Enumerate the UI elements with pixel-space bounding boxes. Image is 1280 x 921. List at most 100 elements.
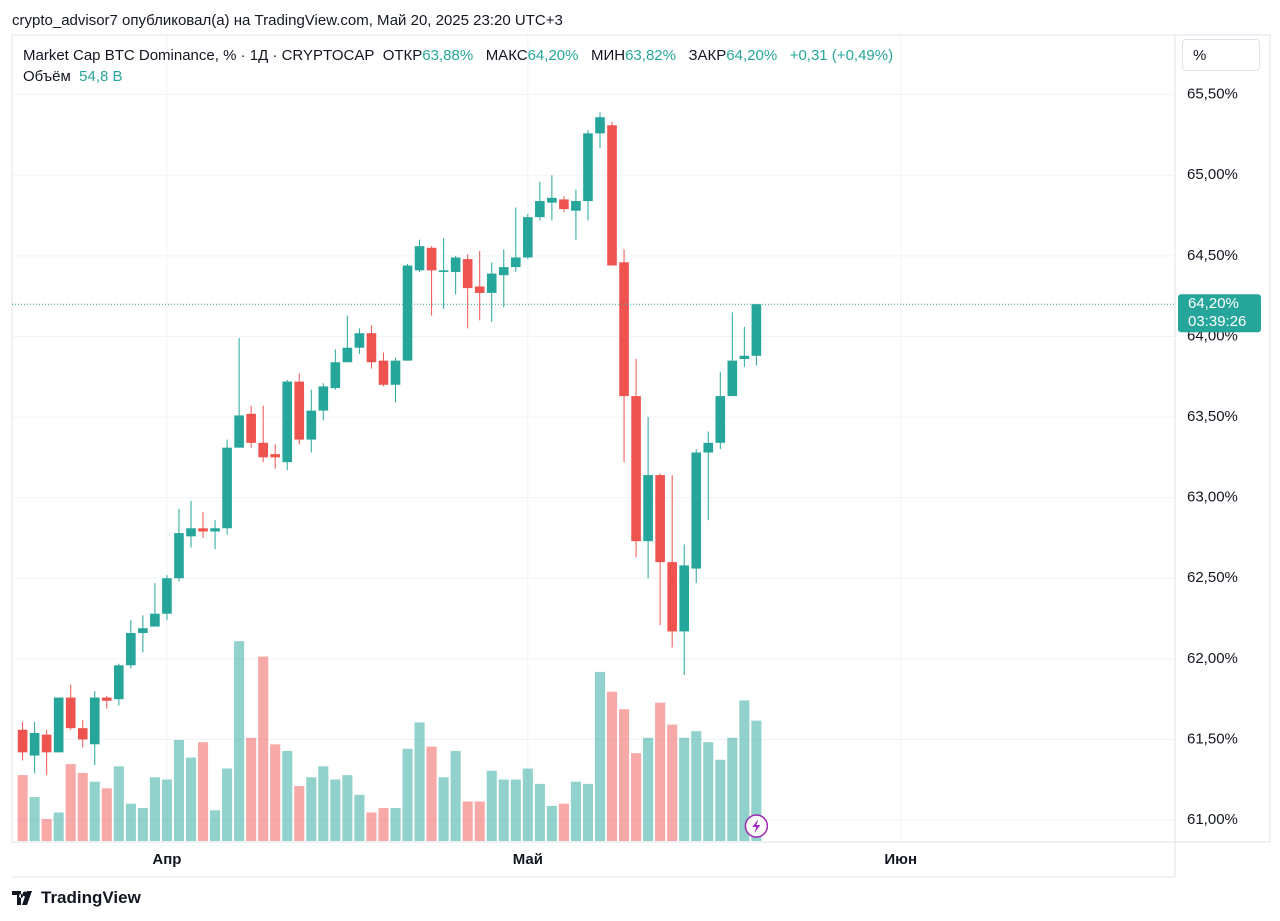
candle-body: [294, 381, 305, 440]
volume-bar: [318, 766, 329, 841]
candle-body: [354, 333, 365, 348]
legend: Market Cap BTC Dominance, % · 1Д · CRYPT…: [23, 47, 893, 64]
label: Объём: [23, 68, 71, 85]
volume-bar: [282, 750, 293, 841]
plot-frame: [11, 34, 1271, 843]
y-tick-label: 62,50%: [1187, 569, 1238, 586]
price-tag-label: 64,20%: [1188, 295, 1239, 312]
volume-bar: [570, 781, 581, 841]
candle-body: [282, 381, 293, 463]
symbol[interactable]: Market Cap BTC Dominance, % · 1Д · CRYPT…: [23, 47, 375, 64]
y-tick-label: 63,50%: [1187, 408, 1238, 425]
candle-body: [402, 265, 413, 361]
volume-bar: [450, 750, 461, 841]
candle-body: [547, 197, 557, 203]
candle-body: [414, 246, 425, 271]
volume-bar: [65, 764, 76, 841]
candle-body: [53, 697, 64, 753]
volume-bar: [125, 803, 136, 841]
volume-bar: [703, 742, 714, 841]
volume-bar: [137, 808, 148, 841]
scale-button[interactable]: %: [1182, 39, 1260, 71]
candle-body: [631, 396, 641, 542]
candle-body: [667, 562, 677, 632]
volume-bar: [270, 744, 281, 841]
volume-bar: [390, 808, 401, 841]
candle-body: [619, 262, 629, 397]
candle-body: [89, 697, 100, 745]
candle-body: [150, 613, 160, 627]
candle-body: [751, 304, 762, 356]
y-tick-label: 61,50%: [1187, 730, 1238, 747]
candle-body: [571, 201, 581, 211]
candle-body: [77, 728, 88, 740]
volume-bar: [29, 797, 40, 841]
candle-body: [498, 267, 509, 276]
candle-body: [17, 729, 28, 753]
volume-bar: [474, 801, 485, 841]
candle-body: [186, 528, 196, 537]
candle-body: [378, 360, 389, 385]
volume-bar: [643, 737, 654, 841]
candle-body: [643, 475, 653, 542]
x-tick-label: Май: [513, 851, 543, 868]
candle-body: [258, 442, 268, 458]
volume-bar: [582, 783, 594, 841]
volume-bar: [546, 805, 557, 841]
candle-body: [607, 125, 617, 266]
volume-bar: [631, 753, 642, 841]
candle-body: [462, 259, 473, 289]
candle-body: [559, 199, 569, 210]
candle-body: [210, 528, 220, 532]
volume-bar: [89, 781, 100, 841]
x-tick-label: Апр: [152, 851, 181, 868]
change: +0,31 (+0,49%): [789, 47, 894, 64]
volume-bar: [53, 812, 64, 841]
volume-bar: [739, 700, 750, 841]
candle-body: [342, 347, 353, 363]
label: ЗАКР: [688, 47, 727, 64]
candle-body: [523, 217, 533, 258]
candle-body: [739, 355, 750, 360]
volume-bar: [149, 777, 160, 841]
y-tick-label: 61,00%: [1187, 811, 1238, 828]
logo-text: TradingView: [41, 888, 141, 907]
volume-bar: [354, 794, 365, 841]
candle-body: [174, 533, 184, 579]
y-tick-label: 64,50%: [1187, 247, 1238, 264]
volume-bar: [173, 739, 185, 841]
volume-bar: [691, 731, 702, 841]
volume-bar: [294, 786, 305, 841]
volume-bar: [486, 770, 497, 841]
price-tag: [1178, 294, 1261, 333]
volume-bar: [522, 768, 533, 841]
label: МИН: [590, 47, 626, 64]
volume-bar: [402, 748, 413, 841]
y-tick-label: 63,00%: [1187, 489, 1238, 506]
volume-bar: [679, 737, 690, 841]
candle-body: [655, 475, 665, 563]
volume-bar: [606, 691, 618, 841]
volume-bar: [727, 737, 738, 841]
candle-body: [679, 565, 690, 632]
y-tick-label: 65,50%: [1187, 86, 1238, 103]
candle-body: [162, 578, 172, 614]
candle-body: [390, 360, 401, 385]
volume-bar: [378, 808, 389, 841]
volume-bar: [210, 810, 221, 841]
footer: TradingView: [12, 888, 141, 908]
candle-body: [65, 697, 76, 729]
value: 54,8 B: [79, 68, 123, 85]
candle-body: [126, 633, 136, 666]
candle-body: [510, 257, 521, 268]
value: 63,88%: [422, 47, 474, 64]
candle-body: [198, 528, 208, 532]
candle-body: [29, 732, 40, 756]
value: 64,20%: [527, 47, 579, 64]
volume-bar: [438, 777, 449, 841]
volume-bar: [414, 722, 425, 841]
volume-bar: [715, 759, 726, 841]
volume-bar: [462, 801, 473, 841]
